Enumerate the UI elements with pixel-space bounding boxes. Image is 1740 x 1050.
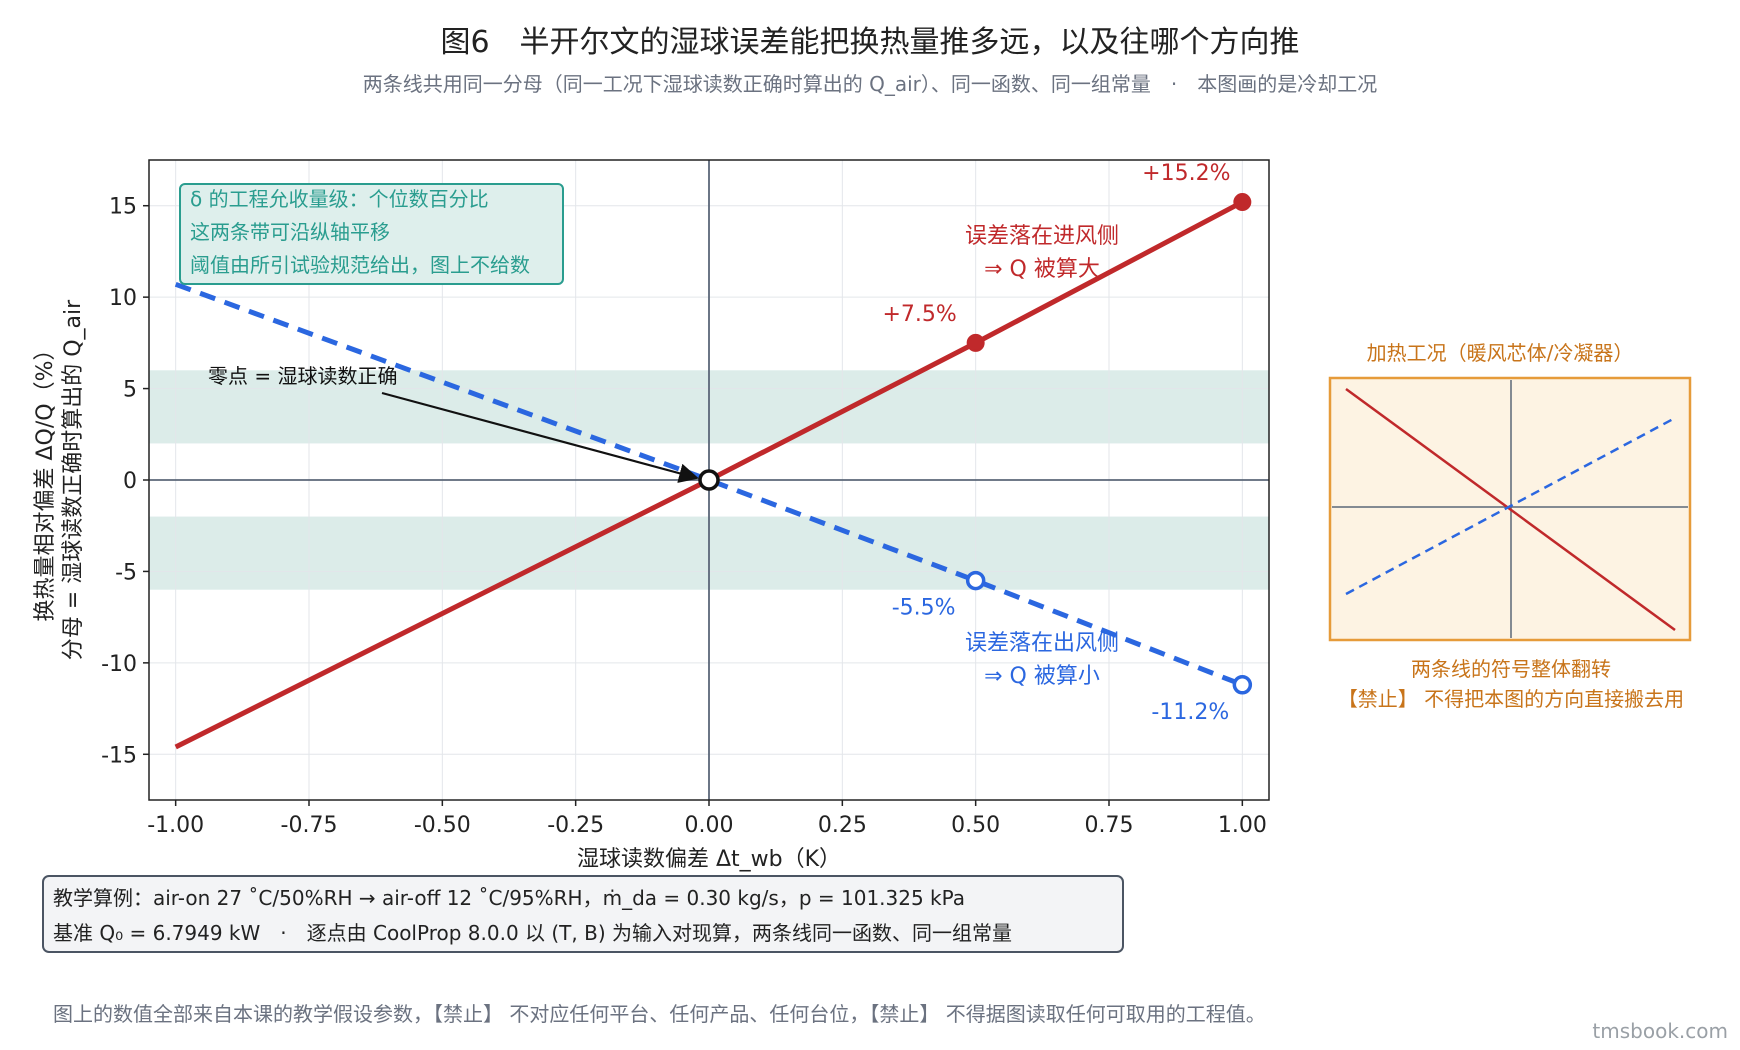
y-tick-label-0: 15 (109, 195, 137, 220)
red-marker-0 (966, 333, 985, 352)
blue-series-annotation-1: 误差落在出风侧 (965, 631, 1119, 656)
x-tick-label-6: 0.50 (951, 813, 1000, 838)
y-tick-label-5: -10 (101, 652, 137, 677)
x-axis-label: 湿球读数偏差 Δt_wb（K） (577, 847, 841, 872)
series-line-blue (174, 281, 1244, 688)
y-tick-label-3: 0 (123, 469, 137, 494)
inset-caption-1: 两条线的符号整体翻转 (1411, 657, 1611, 681)
red-data-label-1: +15.2% (1142, 161, 1230, 186)
blue-marker-1 (1232, 675, 1253, 695)
x-ticks: -1.00 -0.75 -0.50 -0.25 0.00 0.25 0.50 0.75 1.00 (147, 800, 1267, 838)
y-tick-label-4: -5 (115, 560, 137, 585)
y-tick-label-2: 5 (123, 378, 137, 403)
zero-point-annotation: 零点 = 湿球读数正确 (208, 364, 397, 388)
info-box-line-1: δ 的工程允收量级：个位数百分比 (190, 187, 489, 211)
inset-red-line (1345, 387, 1676, 632)
site-watermark: tmsbook.com (1592, 1019, 1728, 1043)
chart-subtitle: 两条线共用同一分母（同一工况下湿球读数正确时算出的 Q_air）、同一函数、同一… (363, 72, 1378, 96)
x-tick-label-2: -0.50 (414, 813, 471, 838)
zero-point-arrow (381, 391, 699, 483)
blue-series-annotation-2: ⇒ Q 被算小 (984, 664, 1100, 689)
example-box (42, 875, 1124, 953)
x-tick-label-0: -1.00 (147, 813, 204, 838)
x-tick-label-4: 0.00 (685, 813, 734, 838)
red-series-annotation-2: ⇒ Q 被算大 (984, 257, 1100, 282)
data-markers: +7.5% +15.2% -5.5% -11.2% (698, 161, 1253, 725)
series-line-red (174, 199, 1244, 750)
inset-blue-dashed-line (1345, 416, 1676, 596)
x-tick-label-5: 0.25 (818, 813, 867, 838)
example-box-line-1: 教学算例：air-on 27 ˚C/50%RH → air-off 12 ˚C/… (53, 886, 965, 910)
example-box-line-2: 基准 Q₀ = 6.7949 kW · 逐点由 CoolProp 8.0.0 以… (53, 921, 1012, 945)
y-axis-label-line-2: 分母 = 湿球读数正确时算出的 Q_air (61, 299, 86, 660)
footer-note: 图上的数值全部来自本课的教学假设参数，【禁止】 不对应任何平台、任何产品、任何台… (53, 1002, 1266, 1026)
inset-caption-2: 【禁止】 不得把本图的方向直接搬去用 (1338, 687, 1684, 711)
info-box (179, 183, 564, 285)
blue-marker-0 (965, 570, 986, 591)
blue-data-label-0: -5.5% (892, 596, 956, 621)
y-tick-label-1: 10 (109, 286, 137, 311)
blue-data-label-1: -11.2% (1151, 700, 1229, 725)
y-ticks: 15 10 5 0 -5 -10 -15 (101, 195, 149, 768)
y-tick-label-6: -15 (101, 743, 137, 768)
origin-marker (698, 469, 720, 491)
x-tick-label-7: 0.75 (1085, 813, 1134, 838)
chart-title: 图6 半开尔文的湿球误差能把换热量推多远，以及往哪个方向推 (440, 25, 1299, 60)
x-tick-label-3: -0.25 (547, 813, 604, 838)
series-lines (174, 199, 1244, 750)
x-tick-label-1: -0.75 (281, 813, 338, 838)
inset-title: 加热工况（暖风芯体/冷凝器） (1367, 341, 1634, 365)
red-series-annotation-1: 误差落在进风侧 (965, 224, 1119, 249)
info-box-line-3: 阈值由所引试验规范给出，图上不给数 (190, 253, 530, 277)
red-marker-1 (1233, 193, 1252, 212)
y-axis-label-line-1: 换热量相对偏差 ΔQ/Q（%） (33, 339, 58, 622)
x-tick-label-8: 1.00 (1218, 813, 1267, 838)
info-box-line-2: 这两条带可沿纵轴平移 (190, 220, 390, 244)
red-data-label-0: +7.5% (883, 302, 957, 327)
